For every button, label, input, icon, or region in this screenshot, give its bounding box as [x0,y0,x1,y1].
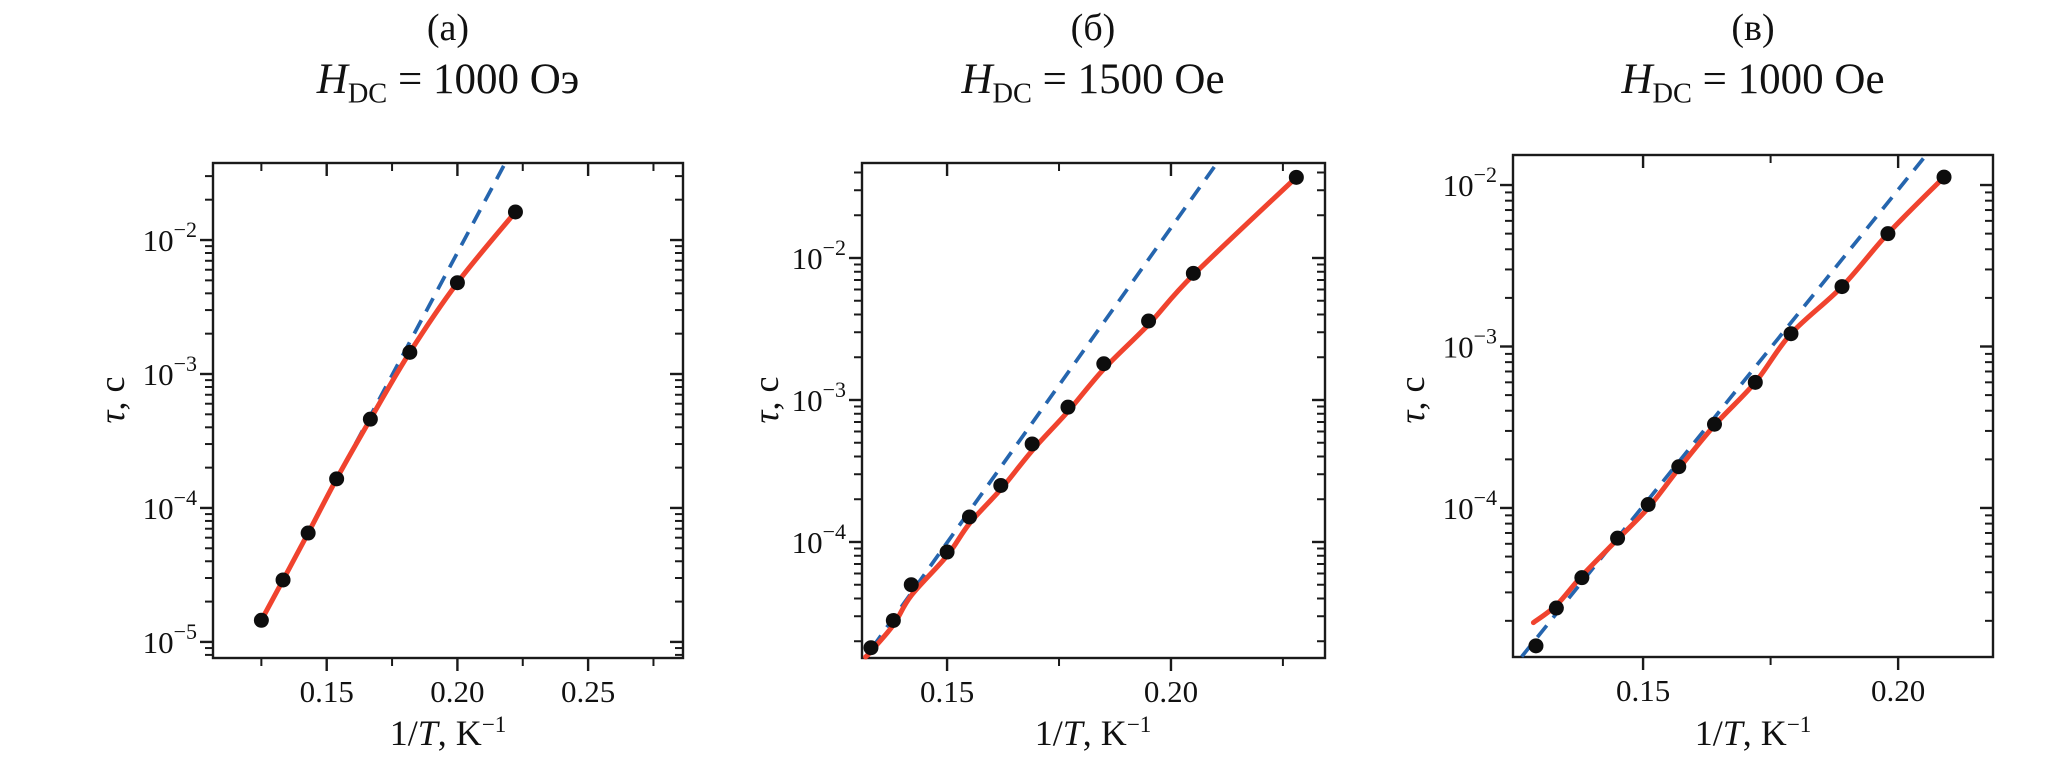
data-point [362,411,378,427]
y-tick-label: 10−4 [792,519,846,560]
data-point [863,640,879,656]
title-subscript: DC [992,78,1032,110]
data-point [1141,313,1157,329]
data-point [253,612,269,628]
x-tick-label: 0.20 [1871,673,1925,708]
x-tick-label: 0.15 [920,674,974,709]
plot-title-v: HDC = 1000 Oe [1493,56,2013,108]
data-point [885,612,901,628]
title-subscript: DC [347,78,388,110]
title-h-symbol: H [316,56,348,103]
plot-title-b: HDC = 1500 Oe [833,56,1353,108]
fit-line [1530,174,1947,626]
data-point [449,275,465,291]
data-point [939,544,955,560]
x-tick-label: 0.20 [1144,674,1198,709]
panel-label-a: (а) [426,7,470,49]
arrhenius-line [870,161,1219,649]
panel-label-b: (б) [1070,7,1116,49]
data-point [1185,265,1201,281]
data-point [1706,416,1722,432]
title-h-symbol: H [961,56,993,103]
x-tick-label: 0.15 [1616,673,1670,708]
data-point [1060,399,1076,415]
x-axis-label-a: 1/T, K−1 [389,711,507,753]
data-point [1747,374,1763,390]
y-tick-label: 10−3 [143,351,197,392]
data-point [1024,436,1040,452]
data-point [1936,169,1952,185]
data-point [507,204,523,220]
y-axis-label-b: τ, с [746,376,786,424]
y-tick-label: 10−4 [143,485,197,526]
data-point [1574,570,1590,586]
arrhenius-line [1520,153,1928,658]
y-axis-label-a: τ, с [92,376,132,424]
data-point [329,471,345,487]
title-value: = 1000 Оэ [387,56,580,103]
fit-line [258,209,518,623]
data-point [1640,497,1656,513]
data-point [1610,530,1626,546]
plot-frame [1511,153,1995,659]
data-point [402,344,418,360]
fit-line [863,174,1299,660]
title-value: = 1000 Oe [1691,56,1885,103]
panel-label-v: (в) [1731,7,1775,49]
y-tick-label: 10−2 [792,235,846,276]
x-tick-label: 0.20 [430,674,484,709]
data-point [1834,279,1850,295]
data-point [1671,459,1687,475]
title-subscript: DC [1652,78,1692,110]
data-point [961,509,977,525]
data-point [993,477,1009,493]
title-value: = 1500 Oe [1031,56,1225,103]
y-axis-label-v: τ, с [1392,376,1432,424]
y-tick-label: 10−3 [1443,323,1497,364]
data-point [1880,226,1896,242]
plot-frame [860,161,1327,660]
data-point [1548,600,1564,616]
plot-title-a: HDC = 1000 Оэ [188,56,708,108]
x-axis-label-b: 1/T, K−1 [1034,711,1152,753]
y-tick-label: 10−2 [1443,162,1497,203]
plot-frame [211,161,685,660]
data-point [1288,169,1304,185]
y-tick-label: 10−5 [143,619,197,660]
data-point [1783,326,1799,342]
data-point [1096,356,1112,372]
data-point [300,525,316,541]
data-point [275,572,291,588]
x-axis-label-v: 1/T, K−1 [1694,711,1812,753]
x-tick-label: 0.25 [561,674,615,709]
y-tick-label: 10−3 [792,377,846,418]
y-tick-label: 10−4 [1443,485,1497,526]
data-point [903,577,919,593]
y-tick-label: 10−2 [143,217,197,258]
data-point [1528,638,1544,654]
x-tick-label: 0.15 [300,674,354,709]
title-h-symbol: H [1621,56,1653,103]
